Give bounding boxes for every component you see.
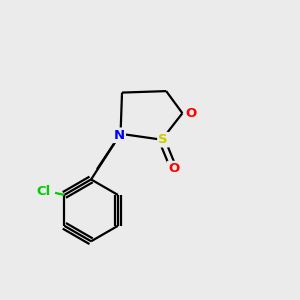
Text: O: O: [168, 162, 179, 175]
Text: O: O: [185, 107, 196, 120]
Text: N: N: [113, 129, 124, 142]
Text: Cl: Cl: [37, 185, 51, 199]
Text: S: S: [158, 133, 168, 146]
